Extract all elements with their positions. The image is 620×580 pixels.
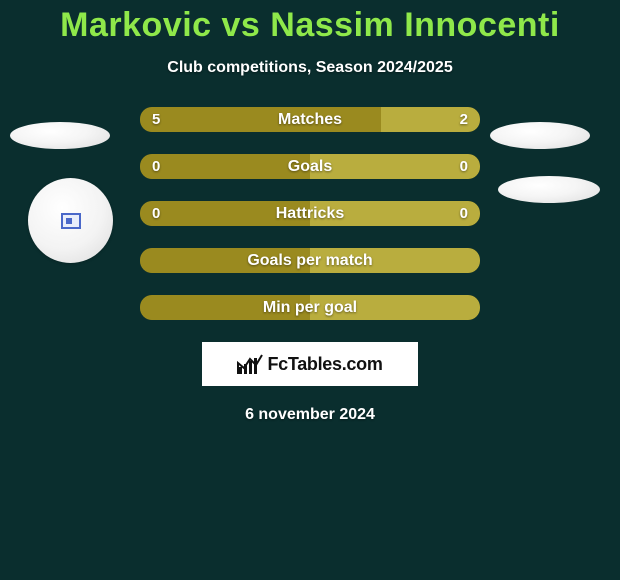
- brand-box: FcTables.com: [202, 342, 418, 386]
- stat-bar-right-fill: [310, 248, 480, 273]
- stat-bar-right-fill: [310, 295, 480, 320]
- decoration-ellipse: [498, 176, 600, 203]
- brand-text: FcTables.com: [267, 354, 382, 375]
- stat-bar-right-fill: [310, 201, 480, 226]
- title-player-right: Nassim Innocenti: [270, 6, 560, 44]
- stat-row: Min per goal: [0, 295, 620, 320]
- stat-bar: Min per goal: [140, 295, 480, 320]
- stat-bar-left-fill: [140, 154, 310, 179]
- generated-date: 6 november 2024: [0, 406, 620, 424]
- image-placeholder-icon: [61, 213, 81, 229]
- title-player-left: Markovic: [60, 6, 211, 44]
- stat-bar-left-fill: [140, 248, 310, 273]
- stat-bar: Hattricks00: [140, 201, 480, 226]
- title-vs: vs: [212, 6, 271, 44]
- page-title: Markovic vs Nassim Innocenti: [0, 6, 620, 45]
- stat-bar-left-fill: [140, 107, 381, 132]
- stat-bar: Goals per match: [140, 248, 480, 273]
- stat-bar-left-fill: [140, 295, 310, 320]
- subtitle: Club competitions, Season 2024/2025: [0, 59, 620, 77]
- stat-bar: Matches52: [140, 107, 480, 132]
- decoration-ellipse: [490, 122, 590, 149]
- stat-bar-right-fill: [310, 154, 480, 179]
- stat-bar-left-fill: [140, 201, 310, 226]
- fctables-logo-icon: [237, 353, 263, 375]
- stat-row: Goals00: [0, 154, 620, 179]
- decoration-ellipse: [10, 122, 110, 149]
- stat-bar-right-fill: [381, 107, 480, 132]
- stat-bar: Goals00: [140, 154, 480, 179]
- player-photo-placeholder: [28, 178, 113, 263]
